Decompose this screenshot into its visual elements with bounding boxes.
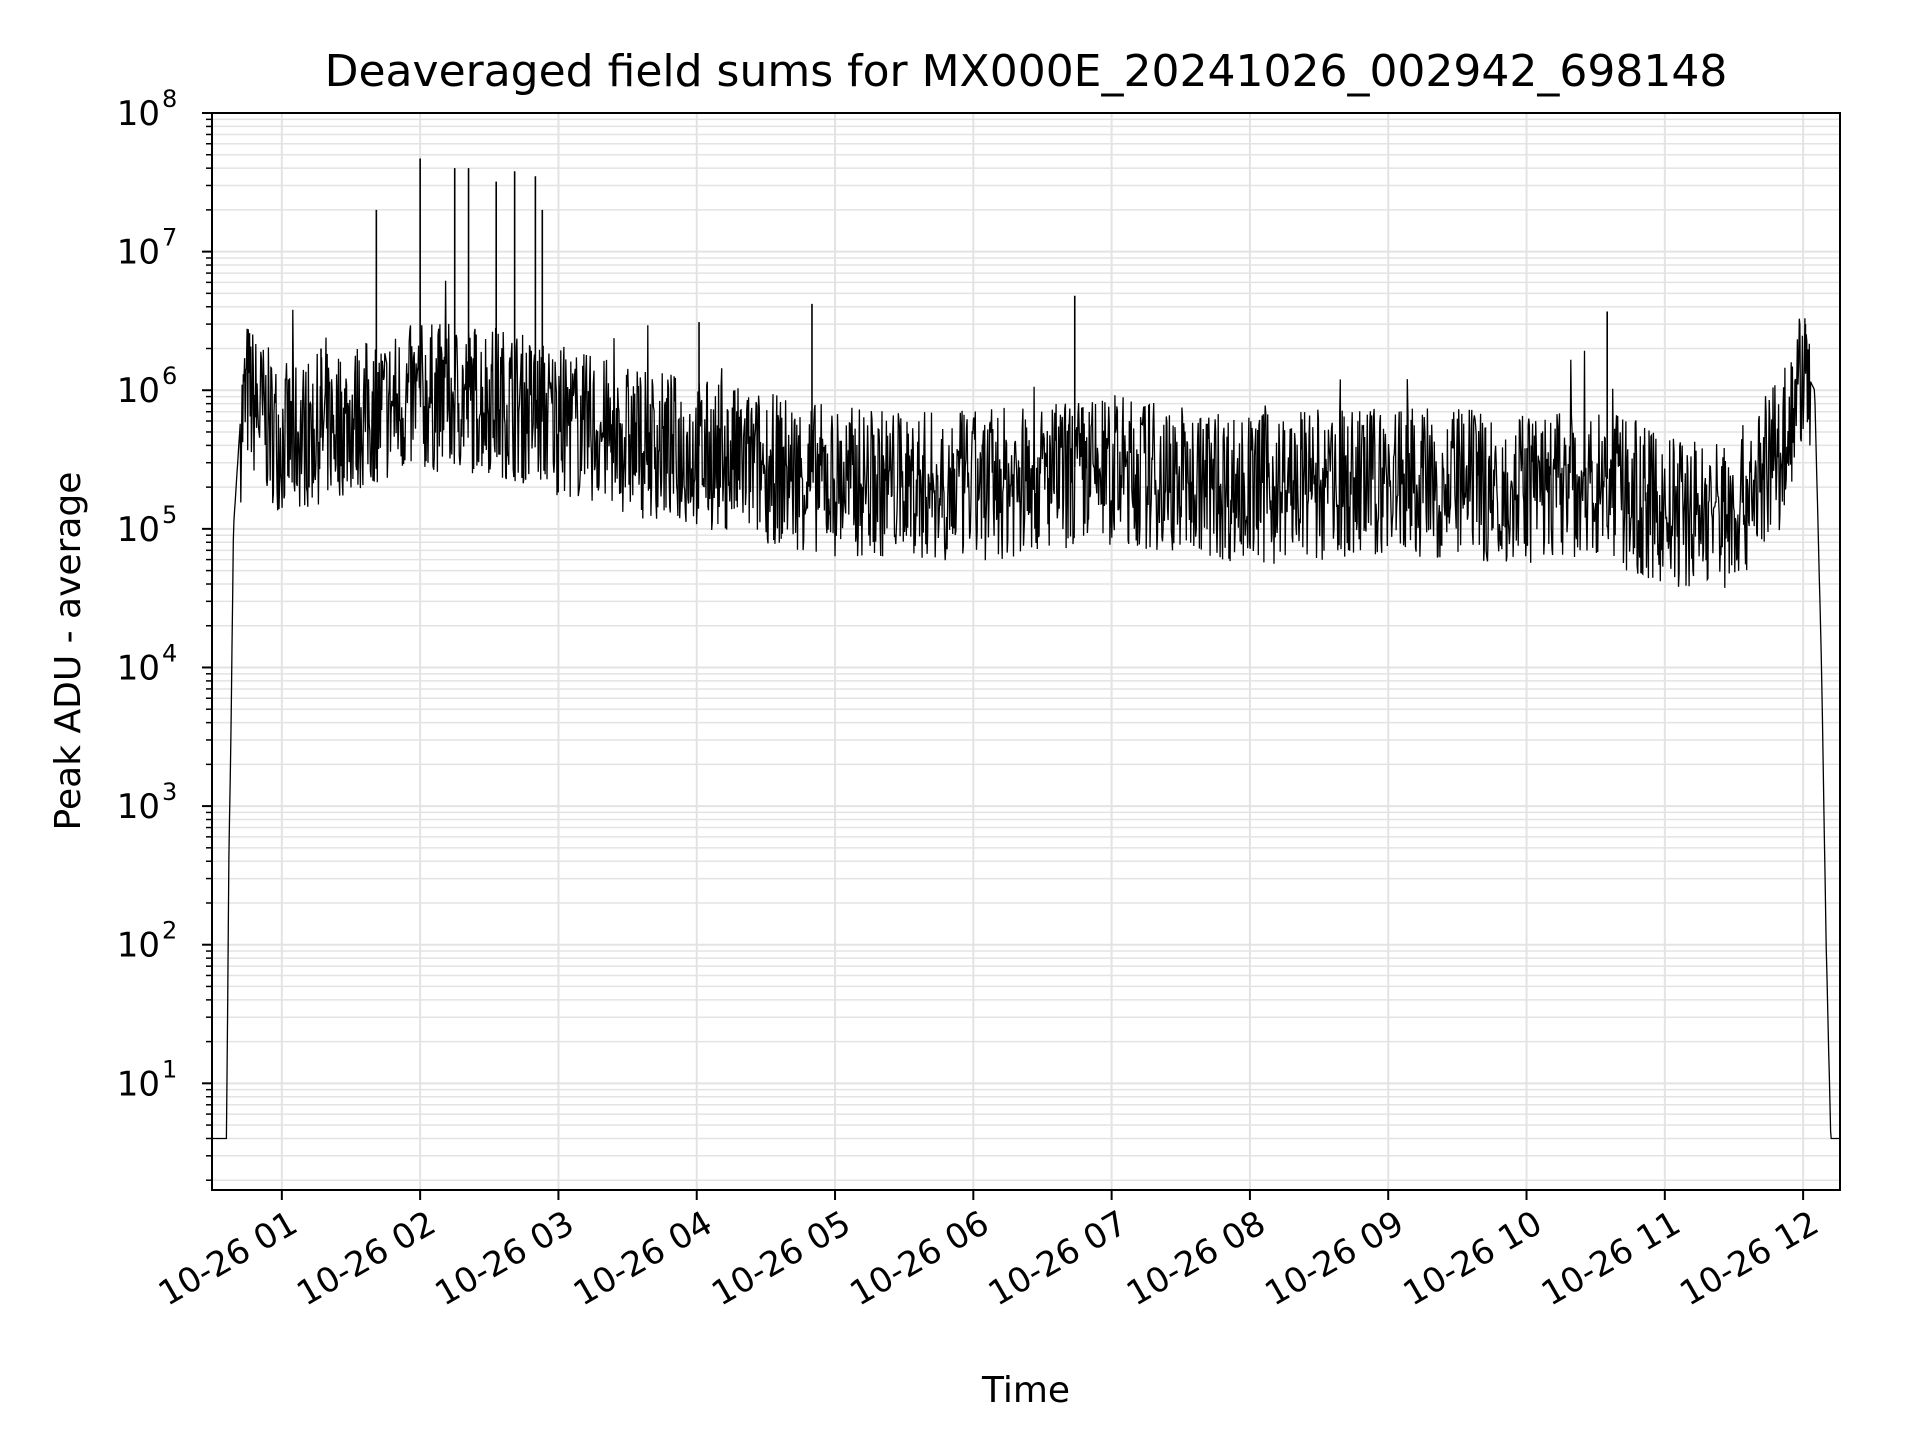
y-tick-label: 10	[117, 94, 160, 134]
y-tick-label: 10	[117, 648, 160, 688]
y-tick-exponent: 3	[162, 778, 177, 806]
plot-area-frame	[211, 112, 1841, 1191]
y-tick-label: 10	[117, 926, 160, 966]
x-axis-label: Time	[981, 1370, 1070, 1411]
y-tick-label: 10	[117, 787, 160, 827]
y-tick-exponent: 5	[162, 501, 177, 529]
series-line	[212, 280, 1840, 1140]
y-tick-exponent: 1	[162, 1055, 177, 1083]
chart-title: Deaveraged field sums for MX000E_2024102…	[325, 46, 1728, 97]
y-tick-exponent: 2	[162, 917, 177, 945]
y-tick-label: 10	[117, 1064, 160, 1104]
y-tick-exponent: 8	[162, 85, 177, 113]
y-axis-label: Peak ADU - average	[48, 472, 89, 831]
series-layer	[212, 158, 1840, 1140]
y-tick-label: 10	[117, 233, 160, 273]
y-tick-exponent: 4	[162, 639, 177, 667]
y-tick-exponent: 6	[162, 362, 177, 390]
y-tick-label: 10	[117, 510, 160, 550]
y-tick-label: 10	[117, 371, 160, 411]
y-tick-exponent: 7	[162, 224, 177, 252]
